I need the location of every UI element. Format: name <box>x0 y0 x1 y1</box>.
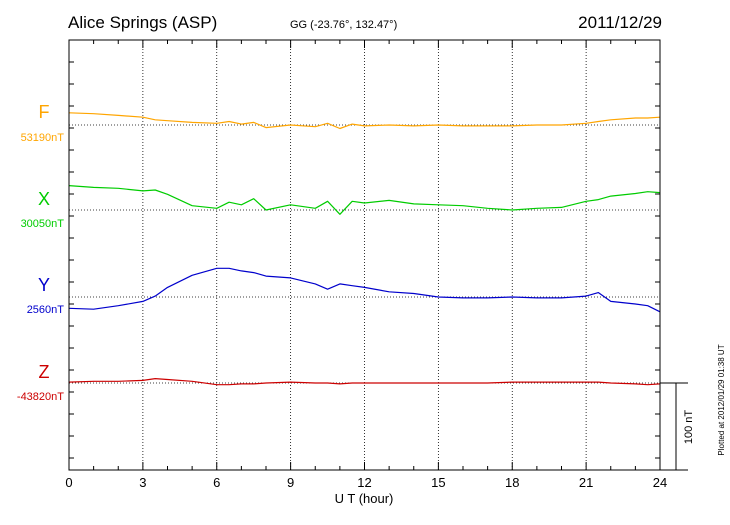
x-tick-label-0: 0 <box>65 475 72 490</box>
series-line-y <box>68 267 661 313</box>
grid-layer <box>142 40 587 470</box>
x-axis-label: U T (hour) <box>335 491 394 506</box>
x-tick-label-18: 18 <box>505 475 519 490</box>
scale-bar-label: 100 nT <box>683 410 695 445</box>
series-baseline-z: -43820nT <box>17 391 64 403</box>
x-tick-label-12: 12 <box>357 475 371 490</box>
coordinates-label: GG (-23.76°, 132.47°) <box>290 19 397 31</box>
series-layer <box>68 112 661 386</box>
x-tick-label-6: 6 <box>213 475 220 490</box>
x-tick-label-9: 9 <box>287 475 294 490</box>
series-name-z: Z <box>39 362 50 382</box>
series-baseline-y: 2560nT <box>27 304 65 316</box>
series-line-f <box>68 112 661 130</box>
series-name-f: F <box>39 102 50 122</box>
series-line-x <box>68 185 661 215</box>
label-layer: F 53190nT X 30050nT Y 2560nT Z -43820nT <box>17 102 64 403</box>
axis-layer: 0 3 6 9 12 15 18 21 24 <box>65 39 667 490</box>
scale-bar: 100 nT <box>660 382 695 471</box>
date-label: 2011/12/29 <box>578 13 662 32</box>
series-baseline-f: 53190nT <box>21 132 65 144</box>
station-title: Alice Springs (ASP) <box>68 13 217 32</box>
x-tick-label-24: 24 <box>653 475 667 490</box>
x-tick-label-21: 21 <box>579 475 593 490</box>
series-name-x: X <box>38 189 50 209</box>
series-baseline-x: 30050nT <box>21 218 65 230</box>
plotted-note: Plotted at 2012/01/29 01:38 UT <box>717 344 726 455</box>
x-tick-label-15: 15 <box>431 475 445 490</box>
plot-frame <box>68 39 661 471</box>
series-name-y: Y <box>38 275 50 295</box>
x-tick-label-3: 3 <box>139 475 146 490</box>
series-line-z <box>68 378 661 386</box>
